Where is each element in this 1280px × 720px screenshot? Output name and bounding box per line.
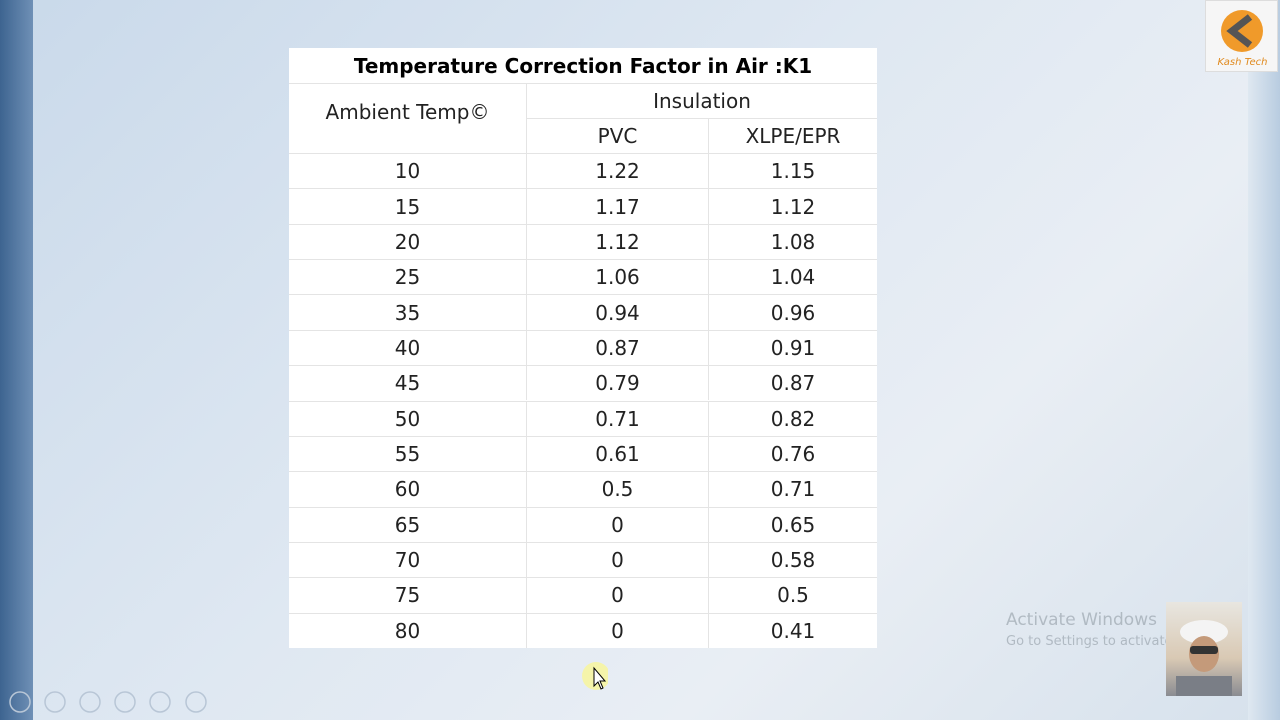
- table-cell: 0: [526, 612, 708, 648]
- table-cell: 0: [526, 541, 708, 578]
- table-cell: 0.87: [526, 329, 708, 366]
- table-cell: 0.5: [526, 471, 708, 507]
- header-cell: Ambient Temp©: [289, 83, 526, 153]
- table-cell: 0.71: [708, 471, 877, 507]
- table-cell: 0.76: [708, 435, 877, 472]
- table-cell: 0: [526, 506, 708, 542]
- table-cell: 10: [289, 153, 526, 188]
- table-cell: 15: [289, 188, 526, 223]
- table-cell: 1.06: [526, 259, 708, 295]
- table-cell: 1.12: [526, 223, 708, 260]
- header-cell: PVC: [526, 118, 708, 153]
- table-cell: 0.41: [708, 612, 877, 648]
- table-cell: 0.96: [708, 294, 877, 330]
- table-title: Temperature Correction Factor in Air :K1: [353, 53, 813, 78]
- table-cell: 0.5: [708, 577, 877, 613]
- table-cell: 0.71: [526, 400, 708, 436]
- table-cell: 0.82: [708, 400, 877, 436]
- watermark-title: Activate Windows: [1006, 610, 1157, 630]
- header-cell: XLPE/EPR: [708, 118, 877, 153]
- table-cell: 1.04: [708, 259, 877, 295]
- logo: Kash Tech: [1205, 0, 1278, 72]
- table-cell: 0: [526, 577, 708, 613]
- table-cell: 1.22: [526, 153, 708, 189]
- table-cell: 80: [289, 612, 526, 648]
- table-cell: 1.08: [708, 223, 877, 260]
- table-cell: 45: [289, 365, 526, 400]
- window-edge: [1248, 0, 1280, 720]
- table-cell: 1.17: [526, 188, 708, 224]
- webcam-image: [1176, 620, 1232, 696]
- table-cell: 65: [289, 506, 526, 542]
- table-cell: 60: [289, 471, 526, 506]
- slide-controls[interactable]: [8, 690, 218, 716]
- data-table: Temperature Correction Factor in Air :K1…: [289, 48, 877, 648]
- table-cell: 0.87: [708, 365, 877, 401]
- table-cell: 50: [289, 400, 526, 436]
- table-cell: 0.91: [708, 329, 877, 366]
- cursor: [582, 662, 608, 690]
- logo-text: Kash Tech: [1217, 57, 1268, 68]
- table-cell: 0.65: [708, 506, 877, 542]
- webcam-overlay: [1166, 602, 1242, 696]
- table-cell: 1.12: [708, 188, 877, 224]
- header-group: Insulation: [526, 83, 877, 118]
- table-cell: 0.61: [526, 435, 708, 472]
- logo-icon: [1221, 10, 1263, 52]
- table-cell: 25: [289, 259, 526, 294]
- table-cell: 0.94: [526, 294, 708, 330]
- table-cell: 0.58: [708, 541, 877, 578]
- table-cell: 55: [289, 435, 526, 471]
- table-cell: 35: [289, 294, 526, 329]
- window-edge: [0, 0, 33, 720]
- table-cell: 20: [289, 223, 526, 259]
- table-cell: 70: [289, 541, 526, 577]
- table-cell: 0.79: [526, 365, 708, 401]
- table-cell: 75: [289, 577, 526, 612]
- table-cell: 1.15: [708, 153, 877, 189]
- table-cell: 40: [289, 329, 526, 365]
